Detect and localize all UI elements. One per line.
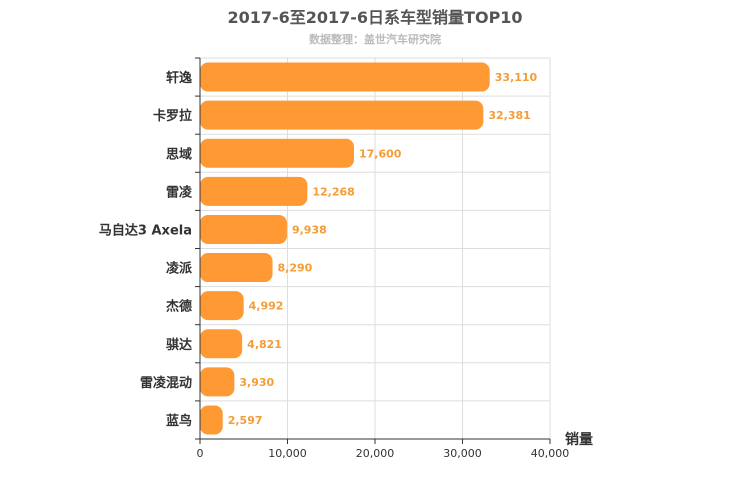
x-tick-label: 10,000 (268, 447, 307, 460)
category-label: 雷凌 (166, 184, 193, 200)
category-label: 骐达 (166, 337, 192, 353)
x-tick-label: 30,000 (443, 447, 482, 460)
data-label: 12,268 (312, 185, 354, 198)
data-label: 8,290 (278, 262, 313, 275)
data-label: 33,110 (495, 71, 538, 84)
bar (200, 405, 223, 435)
category-label: 杰德 (166, 299, 192, 315)
bar (200, 176, 308, 206)
data-label: 2,597 (228, 414, 263, 427)
bars: 33,110 32,381 17,600 12,268 9,938 8,290 4,992 4… (200, 62, 538, 435)
data-label: 32,381 (488, 109, 530, 122)
category-label: 凌派 (166, 261, 193, 277)
data-label: 4,992 (249, 300, 284, 313)
bar (200, 253, 273, 283)
bar (200, 291, 244, 321)
category-label: 蓝鸟 (166, 413, 192, 429)
bar (200, 214, 287, 244)
bar (200, 100, 484, 130)
x-tick-label: 20,000 (356, 447, 395, 460)
chart-title: 2017-6至2017-6日系车型销量TOP10 (227, 8, 523, 27)
chart-subtitle: 数据整理：盖世汽车研究院 (309, 33, 441, 46)
category-label: 轩逸 (166, 70, 192, 86)
x-tick-label: 40,000 (531, 447, 570, 460)
x-tick-label: 0 (197, 447, 204, 460)
category-label: 卡罗拉 (153, 108, 192, 124)
data-label: 3,930 (239, 376, 274, 389)
category-label: 马自达3 Axela (99, 222, 192, 238)
bar (200, 329, 243, 359)
data-label: 4,821 (247, 338, 282, 351)
x-axis-title: 销量 (565, 431, 593, 448)
category-label: 思域 (166, 146, 192, 162)
data-label: 9,938 (292, 223, 327, 236)
data-label: 17,600 (359, 147, 402, 160)
category-label: 雷凌混动 (140, 375, 192, 391)
bar (200, 62, 490, 92)
bar (200, 138, 354, 168)
bar (200, 367, 235, 397)
